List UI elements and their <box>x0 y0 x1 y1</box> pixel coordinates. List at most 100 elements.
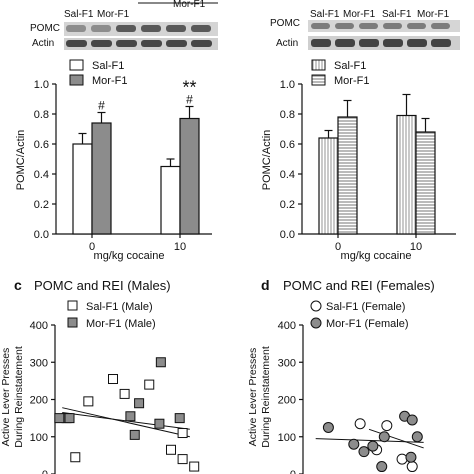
data-point-square <box>144 379 155 390</box>
data-point-circle <box>396 453 408 465</box>
legend-marker-mor-female-scatter <box>310 317 322 329</box>
data-point-square <box>119 388 130 399</box>
blot-right-group-3: Sal-F1 <box>382 9 412 20</box>
y-tick-label: 0 <box>290 469 296 474</box>
blot-right-pomc-lane <box>431 23 450 29</box>
legend-swatch-mor-male-bar <box>69 74 84 86</box>
data-point-square <box>129 429 140 440</box>
scatter-males-ylabel-line1: Active Lever Presses <box>0 348 12 447</box>
blot-right-actin-lane <box>407 39 427 47</box>
y-tick-label: 200 <box>278 395 296 407</box>
x-tick-label: 10 <box>410 241 422 253</box>
scatter-females-title: POMC and REI (Females) <box>283 278 435 293</box>
data-point-square <box>177 428 188 439</box>
blot-right-group-4: Mor-F1 <box>417 9 450 20</box>
y-tick-label: 300 <box>278 357 296 369</box>
y-tick-label: 0.2 <box>280 199 295 211</box>
blot-left-pomc-lane <box>91 25 111 32</box>
bar <box>91 122 112 235</box>
bar <box>160 165 181 235</box>
blot-left: Mor-F1 Sal-F1 Mor-F1 POMC Actin <box>30 0 218 50</box>
blot-left-group-1: Sal-F1 <box>64 9 94 20</box>
blot-left-group-2: Mor-F1 <box>97 9 130 20</box>
bar-females-ylabel: POMC/Actin <box>261 130 273 191</box>
blot-left-pomc-lane <box>141 25 161 32</box>
blot-left-pomc-lane <box>116 25 136 32</box>
legend-label-sal-male-bar: Sal-F1 <box>92 60 124 72</box>
y-tick-label: 100 <box>30 432 48 444</box>
blot-right-actin-lane <box>311 39 331 47</box>
blot-right-row-pomc: POMC <box>270 18 300 29</box>
blot-left-row-actin: Actin <box>32 38 54 49</box>
blot-right-pomc-lane <box>407 23 426 29</box>
y-tick-label: 0.8 <box>280 109 295 121</box>
blot-right-pomc-lane <box>359 23 378 29</box>
data-point-circle <box>354 418 366 430</box>
data-point-square <box>177 454 188 465</box>
y-tick-label: 0.0 <box>280 229 295 241</box>
data-point-circle <box>348 438 360 450</box>
y-tick-label: 100 <box>278 432 296 444</box>
y-tick-label: 0.2 <box>34 199 49 211</box>
annotation-hash: # <box>186 93 193 107</box>
blot-right-group-1: Sal-F1 <box>310 9 340 20</box>
blot-left-pomc-lane <box>66 25 86 32</box>
blot-right-group-2: Mor-F1 <box>343 9 376 20</box>
data-point-square <box>155 357 166 368</box>
bar <box>72 143 93 235</box>
blot-left-row-pomc: POMC <box>30 23 60 34</box>
legend-label-mor-female-bar: Mor-F1 <box>334 75 369 87</box>
scatter-chart-females: d POMC and REI (Females) 0 100 200 300 400 A… <box>247 277 435 474</box>
data-point-circle <box>367 440 379 452</box>
blot-left-actin-lane <box>116 40 137 47</box>
legend-label-mor-female-scatter: Mor-F1 (Female) <box>326 318 409 330</box>
y-tick-label: 1.0 <box>280 79 295 91</box>
annotation-significance: ** <box>182 78 196 98</box>
legend-label-sal-female-bar: Sal-F1 <box>334 60 366 72</box>
y-tick-label: 0 <box>42 469 48 474</box>
blot-left-top-label-2: Mor-F1 <box>173 0 206 10</box>
data-point-square <box>189 461 200 472</box>
bar-males-xlabel: mg/kg cocaine <box>94 250 165 262</box>
data-point-circle <box>381 420 393 432</box>
legend-label-sal-male-scatter: Sal-F1 (Male) <box>86 301 153 313</box>
data-point-circle <box>405 451 417 463</box>
blot-right-pomc-lane <box>383 23 402 29</box>
bar-chart-males: 0.00.20.40.60.81.00 10# #** POMC/Actin mg/… <box>15 59 212 262</box>
data-point-circle <box>322 421 334 433</box>
blot-right-actin-lane <box>359 39 379 47</box>
blot-right-row-actin: Actin <box>276 38 298 49</box>
blot-left-actin-lane <box>166 40 187 47</box>
legend-marker-sal-female-scatter <box>310 300 322 312</box>
bar-females-xlabel: mg/kg cocaine <box>341 250 412 262</box>
y-tick-label: 0.6 <box>34 139 49 151</box>
annotation-hash: # <box>98 99 105 113</box>
x-tick-label: 10 <box>174 241 186 253</box>
data-point-square <box>154 418 165 429</box>
data-point-square <box>174 413 185 424</box>
blot-right-pomc-lane <box>311 23 330 29</box>
blot-right-pomc-lane <box>335 23 354 29</box>
y-tick-label: 1.0 <box>34 79 49 91</box>
data-point-circle <box>406 414 418 426</box>
data-point-circle <box>376 461 388 473</box>
legend-marker-sal-male-scatter <box>67 300 78 311</box>
y-tick-label: 400 <box>278 320 296 332</box>
regression-line <box>62 407 190 438</box>
data-point-square <box>64 413 75 424</box>
legend-marker-mor-male-scatter <box>67 317 78 328</box>
bar-males-ylabel: POMC/Actin <box>15 130 27 191</box>
data-point-square <box>70 452 81 463</box>
legend-swatch-sal-female-bar <box>311 59 326 71</box>
x-tick-label: 0 <box>335 241 341 253</box>
blot-left-actin-lane <box>141 40 162 47</box>
blot-right: Sal-F1 Mor-F1 Sal-F1 Mor-F1 POMC Actin <box>270 9 460 50</box>
data-point-square <box>125 411 136 422</box>
y-tick-label: 0.4 <box>280 169 295 181</box>
y-tick-label: 0.0 <box>34 229 49 241</box>
data-point-square <box>166 444 176 455</box>
data-point-square <box>54 413 65 424</box>
data-point-square <box>108 374 118 385</box>
y-tick-label: 200 <box>30 395 48 407</box>
legend-swatch-mor-female-bar <box>311 74 326 86</box>
